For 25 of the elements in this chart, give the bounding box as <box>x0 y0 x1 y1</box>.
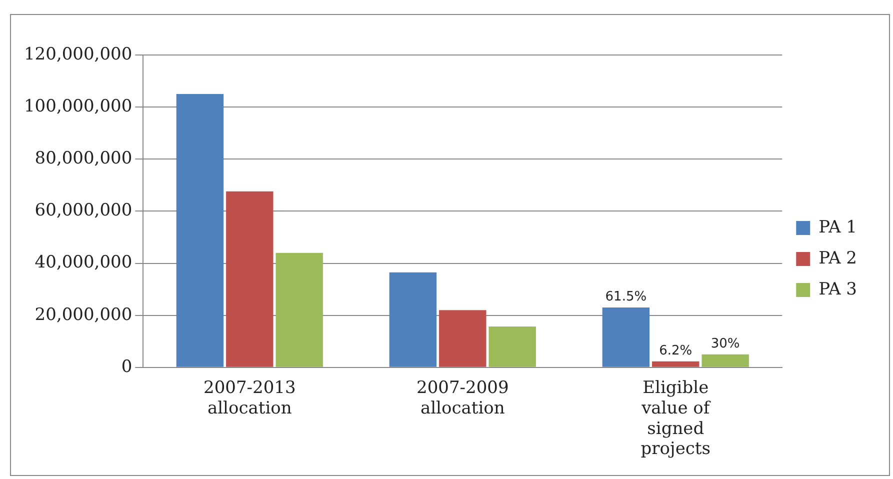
x-tick-label: 2007-2013 allocation <box>204 378 296 418</box>
y-tick-label: 20,000,000 <box>34 304 132 325</box>
legend-label: PA 3 <box>818 279 857 300</box>
y-tick-label: 40,000,000 <box>34 252 132 273</box>
bar <box>276 252 323 367</box>
y-tick-label: 120,000,000 <box>24 44 132 64</box>
y-tick-label: 100,000,000 <box>24 96 132 116</box>
annotation: 61.5% <box>605 289 647 304</box>
annotation: 6.2% <box>659 343 692 358</box>
bar <box>602 308 650 367</box>
bar <box>226 191 274 367</box>
bar <box>439 310 486 367</box>
annotation: 30% <box>710 336 740 352</box>
y-tick-label: 60,000,000 <box>34 200 132 221</box>
y-tick-label: 0 <box>121 356 132 377</box>
bar <box>176 94 224 367</box>
x-tick-label: Eligible value of signed projects <box>640 378 712 460</box>
bar <box>389 272 437 367</box>
x-tick-label: 2007-2009 allocation <box>416 378 509 418</box>
bar <box>652 361 700 367</box>
legend-label: PA 2 <box>818 248 857 268</box>
y-tick-label: 80,000,000 <box>34 148 132 169</box>
legend-label: PA 1 <box>818 217 857 238</box>
bar <box>702 354 749 367</box>
bar <box>488 326 536 367</box>
